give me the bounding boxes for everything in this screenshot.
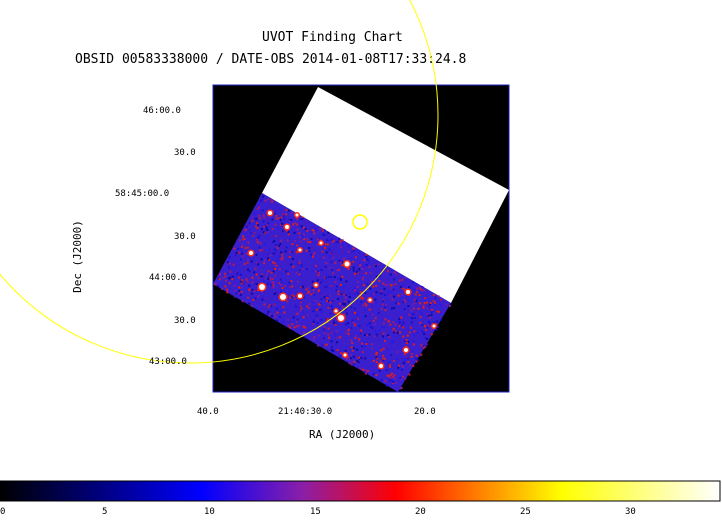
saturated-region	[262, 87, 509, 303]
colorbar-tick-label: 15	[310, 507, 321, 517]
ra-tick-label: 21:40:30.0	[278, 407, 333, 417]
dec-tick-label: 43:00.0	[149, 357, 187, 367]
ra-tick-label: 40.0	[197, 407, 219, 417]
chart-title: UVOT Finding Chart	[262, 30, 403, 45]
colorbar-tick-label: 30	[625, 507, 636, 517]
colorbar-tick-label: 10	[204, 507, 215, 517]
error-circle	[0, 0, 439, 364]
colorbar-tick-label: 5	[102, 507, 108, 517]
chart-subtitle: OBSID 00583338000 / DATE-OBS 2014-01-08T…	[75, 52, 467, 67]
dec-tick-label: 30.0	[174, 316, 196, 326]
colorbar-tick-label: 25	[520, 507, 531, 517]
y-axis-label: Dec (J2000)	[70, 220, 84, 293]
point-sources	[247, 209, 437, 370]
dec-tick-label: 30.0	[174, 232, 196, 242]
x-axis-label: RA (J2000)	[309, 428, 376, 441]
colorbar-tick-label: 0	[0, 507, 6, 517]
target-circle	[352, 214, 368, 230]
dec-tick-label: 30.0	[174, 148, 196, 158]
dec-tick-label: 44:00.0	[149, 273, 187, 283]
colorbar-tick-label: 20	[415, 507, 426, 517]
dec-tick-label: 46:00.0	[143, 106, 181, 116]
ra-tick-label: 20.0	[414, 407, 436, 417]
dec-tick-label: 58:45:00.0	[115, 189, 170, 199]
colorbar	[0, 480, 721, 502]
